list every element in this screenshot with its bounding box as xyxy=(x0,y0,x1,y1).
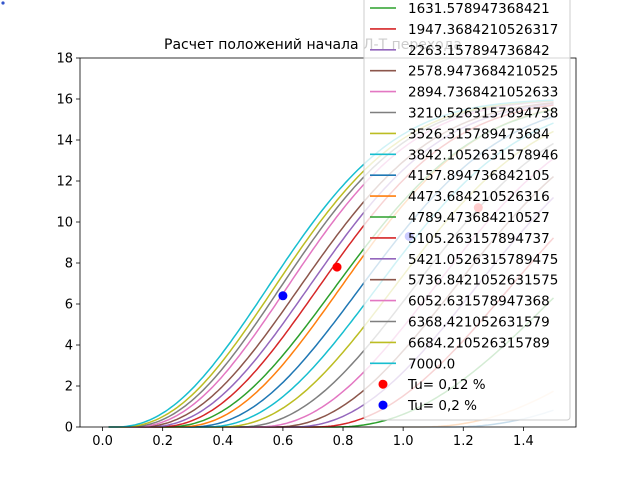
legend: 1631.578947368421 1947.3684210526317 2263.… xyxy=(363,0,571,421)
legend-label-15: 6368.421052631579 xyxy=(408,315,550,331)
x-tick-label-5: 1.0 xyxy=(393,434,414,449)
legend-box xyxy=(363,0,571,421)
legend-label-14: 6052.631578947368 xyxy=(408,294,550,310)
legend-label-18: Tu= 0,12 % xyxy=(407,377,486,393)
legend-label-5: 3210.5263157894738 xyxy=(408,106,558,122)
legend-label-19: Tu= 0,2 % xyxy=(407,398,477,414)
legend-label-2: 2263.157894736842 xyxy=(408,43,550,59)
legend-label-9: 4473.684210526316 xyxy=(408,189,550,205)
legend-label-6: 3526.315789473684 xyxy=(408,126,550,142)
y-tick-label-1: 2 xyxy=(65,380,73,395)
legend-swatch-19 xyxy=(378,400,388,410)
legend-label-3: 2578.9473684210525 xyxy=(408,64,558,80)
legend-label-16: 6684.210526315789 xyxy=(408,335,550,351)
y-tick-label-5: 10 xyxy=(56,216,73,231)
x-tick-label-4: 0.8 xyxy=(333,434,354,449)
y-tick-label-0: 0 xyxy=(65,421,73,436)
x-tick-label-6: 1.2 xyxy=(453,434,474,449)
y-tick-label-9: 18 xyxy=(56,52,73,67)
y-tick-label-7: 14 xyxy=(56,134,73,149)
legend-label-17: 7000.0 xyxy=(408,356,455,372)
legend-label-10: 4789.473684210527 xyxy=(408,210,550,226)
legend-label-7: 3842.1052631578946 xyxy=(408,147,558,163)
y-tick-label-2: 4 xyxy=(65,339,73,354)
y-tick-label-8: 16 xyxy=(56,93,73,108)
marker-point-0-0 xyxy=(332,262,342,272)
x-tick-label-7: 1.4 xyxy=(513,434,534,449)
x-axis: 0.0 0.2 0.4 0.6 0.8 1.0 1.2 1.4 xyxy=(92,427,534,449)
x-tick-label-3: 0.6 xyxy=(273,434,294,449)
marker-point-1-0 xyxy=(278,291,288,301)
y-tick-label-6: 12 xyxy=(56,175,73,190)
x-tick-label-0: 0.0 xyxy=(92,434,113,449)
y-tick-label-3: 6 xyxy=(65,298,73,313)
y-tick-label-4: 8 xyxy=(65,257,73,272)
legend-label-12: 5421.0526315789475 xyxy=(408,252,558,268)
legend-label-11: 5105.263157894737 xyxy=(408,231,550,247)
plot-frame xyxy=(79,57,577,428)
legend-label-13: 5736.8421052631575 xyxy=(408,273,558,289)
legend-label-1: 1947.3684210526317 xyxy=(408,22,558,38)
x-tick-label-2: 0.4 xyxy=(212,434,233,449)
corner-dot xyxy=(1,1,5,5)
legend-label-8: 4157.894736842105 xyxy=(408,168,550,184)
legend-swatch-18 xyxy=(378,379,388,389)
y-axis: 0 2 4 6 8 10 12 14 16 18 xyxy=(56,52,80,436)
legend-label-0: 1631.578947368421 xyxy=(408,1,550,17)
legend-label-4: 2894.7368421052633 xyxy=(408,85,558,101)
x-tick-label-1: 0.2 xyxy=(152,434,173,449)
